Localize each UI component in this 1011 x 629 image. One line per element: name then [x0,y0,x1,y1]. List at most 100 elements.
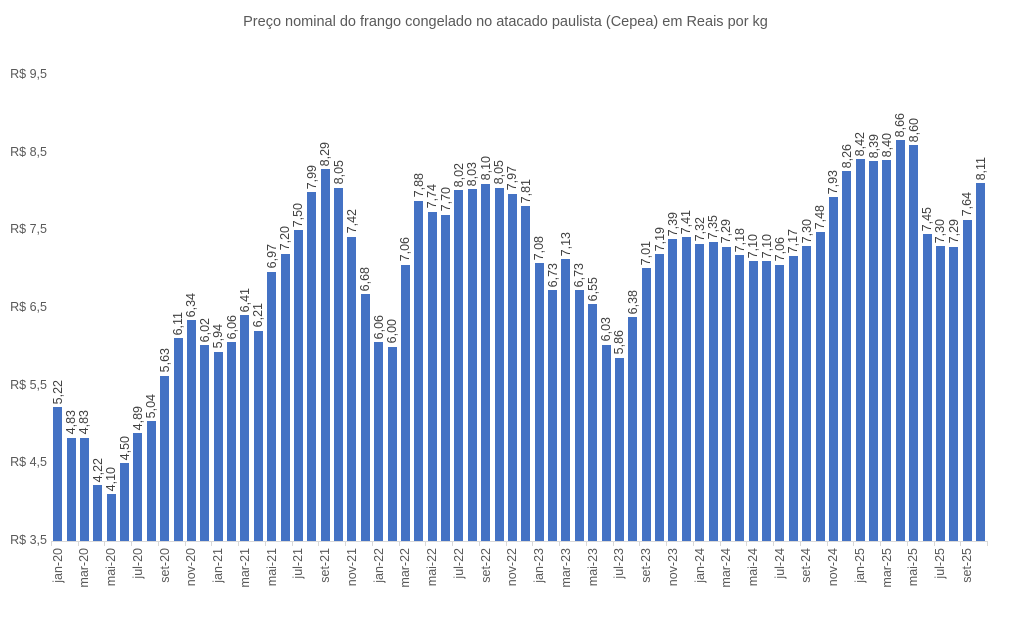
bar-group-jul-25: 7,30 [933,75,948,541]
bar-value-label: 4,89 [130,405,145,430]
bar-group-mar-25: 8,40 [880,75,894,541]
axis-tick [478,541,480,546]
bar-value-label: 7,10 [759,234,774,259]
bar-group-ago-21: 7,99 [305,75,319,541]
bar-jun-24 [762,261,772,541]
bar-value-label: 7,64 [960,192,975,217]
axis-tick [906,541,908,546]
y-axis-label: R$ 7,5 [10,222,47,237]
axis-tick [639,541,641,546]
bar-value-label: 7,41 [679,209,694,235]
bar-fev-24 [708,242,718,541]
axis-tick [799,541,801,546]
bar-set-24 [802,245,812,541]
x-axis-label-set-22: set-22 [478,548,493,583]
bar-value-label: 8,42 [853,131,868,156]
bar-mar-24 [721,246,731,541]
bar-value-label: 7,30 [933,218,948,243]
bar-group-mai-25: 8,60 [907,75,921,541]
bar-abr-20 [93,485,103,541]
bar-value-label: 8,26 [839,143,854,169]
bar-group-out-24: 7,48 [813,75,827,541]
y-axis-label: R$ 8,5 [10,144,47,159]
plot-area: 5,22 4,83 4,83 4,22 4,10 4,50 4,89 5,04 5,63 6,11… [50,75,988,541]
axis-tick [264,541,266,546]
bar-fev-22 [387,346,397,541]
bar-value-label: 7,50 [291,202,306,228]
bar-value-label: 7,81 [518,178,533,204]
bar-ago-23 [628,317,638,541]
bar-group-set-22: 8,10 [478,75,493,541]
x-axis-label-jan-24: jan-24 [692,548,707,583]
bar-value-label: 4,22 [90,457,105,483]
x-axis-label-set-21: set-21 [318,548,333,583]
bar-fev-25 [869,161,879,541]
bar-value-label: 6,73 [545,262,560,288]
bar-group-set-23: 7,01 [639,75,653,541]
bar-abr-22 [414,200,424,541]
x-axis-label-nov-21: nov-21 [344,548,359,587]
bar-out-23 [655,254,665,541]
bar-group-fev-23: 6,73 [545,75,560,541]
bar-value-label: 5,04 [144,394,159,419]
bar-jul-22 [454,189,464,541]
bar-value-label: 8,05 [492,160,507,185]
bar-dez-21 [360,294,370,541]
x-axis-label-jul-24: jul-24 [772,548,787,579]
axis-tick [157,541,159,546]
bar-group-fev-21: 6,06 [225,75,239,541]
bar-value-label: 5,22 [50,380,65,405]
bar-value-label: 6,00 [385,319,400,344]
axis-tick [51,541,52,546]
bar-group-jan-22: 6,06 [372,75,386,541]
axis-tick [211,541,213,546]
x-axis-label-nov-22: nov-22 [505,548,520,587]
x-axis-label-nov-24: nov-24 [826,548,841,587]
axis-tick [238,541,240,546]
bar-value-label: 4,10 [104,467,119,492]
bar-group-ago-24: 7,17 [786,75,800,541]
bar-group-mai-22: 7,74 [425,75,439,541]
bar-value-label: 8,10 [478,156,493,181]
bar-jan-22 [374,342,384,541]
bar-fev-23 [548,290,558,541]
bar-value-label: 8,11 [973,156,988,180]
bar-group-jan-24: 7,32 [693,75,707,541]
bar-set-20 [160,375,170,541]
bar-jan-24 [695,244,705,541]
bar-value-label: 7,88 [411,173,426,198]
bar-value-label: 5,94 [211,324,226,349]
bar-mai-21 [267,271,277,541]
x-axis-label-mai-20: mai-20 [104,548,119,587]
axis-tick [505,541,507,546]
bar-value-label: 7,10 [746,234,761,259]
x-axis-label-jul-23: jul-23 [612,548,627,579]
bar-value-label: 7,06 [398,237,413,262]
bar-group-abr-24: 7,18 [733,75,747,541]
bar-group-nov-23: 7,39 [665,75,680,541]
x-axis-label-jul-22: jul-22 [451,548,466,579]
bar-value-label: 7,39 [665,211,680,236]
bar-mai-20 [106,494,116,541]
bar-group-mar-22: 7,06 [398,75,413,541]
x-axis-label-set-25: set-25 [959,548,974,583]
x-axis-ticks [51,541,988,546]
bar-group-jul-20: 4,89 [130,75,145,541]
axis-tick [880,541,882,546]
axis-tick [559,541,561,546]
bar-abr-24 [735,255,745,541]
bar-value-label: 7,70 [438,187,453,212]
bar-value-label: 5,63 [157,348,172,373]
bar-value-label: 7,19 [652,227,667,252]
bar-group-mai-21: 6,97 [265,75,279,541]
bar-group-set-20: 5,63 [157,75,172,541]
x-axis-label-mar-20: mar-20 [77,548,92,588]
x-axis-labels: jan-20 mar-20 mai-20 jul-20 set-20 nov-20 jan-… [51,546,987,616]
x-axis-label-mai-21: mai-21 [264,548,279,587]
bar-value-label: 7,45 [920,206,935,232]
bar-ago-21 [307,192,317,541]
bar-value-label: 4,83 [77,410,92,435]
axis-tick [692,541,694,546]
axis-tick [131,541,133,546]
